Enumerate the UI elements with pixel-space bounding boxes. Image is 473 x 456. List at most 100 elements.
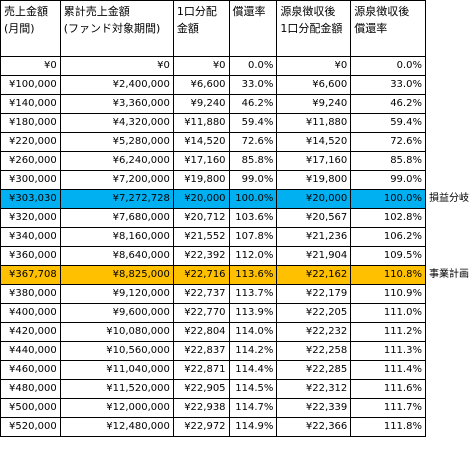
after-tax-distribution-cell[interactable]: ¥22,232 bbox=[276, 322, 352, 342]
distribution-cell[interactable]: ¥22,972 bbox=[172, 417, 230, 437]
redemption-rate-cell[interactable]: 114.5% bbox=[228, 379, 278, 399]
cumulative-sales-cell[interactable]: ¥6,240,000 bbox=[59, 151, 174, 171]
monthly-sales-cell[interactable]: ¥220,000 bbox=[0, 132, 61, 152]
distribution-cell[interactable]: ¥19,800 bbox=[172, 170, 230, 190]
after-tax-distribution-cell[interactable]: ¥17,160 bbox=[276, 151, 352, 171]
after-tax-rate-cell[interactable]: 111.8% bbox=[350, 417, 426, 437]
after-tax-distribution-cell[interactable]: ¥19,800 bbox=[276, 170, 352, 190]
redemption-rate-cell[interactable]: 59.4% bbox=[228, 113, 278, 133]
after-tax-rate-cell[interactable]: 111.6% bbox=[350, 379, 426, 399]
monthly-sales-cell[interactable]: ¥400,000 bbox=[0, 303, 61, 323]
after-tax-rate-cell[interactable]: 111.4% bbox=[350, 360, 426, 380]
monthly-sales-cell[interactable]: ¥420,000 bbox=[0, 322, 61, 342]
after-tax-distribution-cell[interactable]: ¥22,312 bbox=[276, 379, 352, 399]
monthly-sales-cell[interactable]: ¥520,000 bbox=[0, 417, 61, 437]
cumulative-sales-cell[interactable]: ¥10,560,000 bbox=[59, 341, 174, 361]
distribution-cell[interactable]: ¥22,770 bbox=[172, 303, 230, 323]
monthly-sales-cell[interactable]: ¥303,030 bbox=[0, 189, 61, 209]
redemption-rate-cell[interactable]: 113.6% bbox=[228, 265, 278, 285]
after-tax-rate-cell[interactable]: 85.8% bbox=[350, 151, 426, 171]
after-tax-rate-cell[interactable]: 111.0% bbox=[350, 303, 426, 323]
cumulative-sales-cell[interactable]: ¥7,200,000 bbox=[59, 170, 174, 190]
monthly-sales-cell[interactable]: ¥360,000 bbox=[0, 246, 61, 266]
cumulative-sales-cell[interactable]: ¥8,160,000 bbox=[59, 227, 174, 247]
after-tax-distribution-cell[interactable]: ¥22,205 bbox=[276, 303, 352, 323]
after-tax-distribution-cell[interactable]: ¥22,366 bbox=[276, 417, 352, 437]
monthly-sales-cell[interactable]: ¥320,000 bbox=[0, 208, 61, 228]
after-tax-rate-cell[interactable]: 33.0% bbox=[350, 75, 426, 95]
cumulative-sales-cell[interactable]: ¥4,320,000 bbox=[59, 113, 174, 133]
cumulative-sales-cell[interactable]: ¥11,520,000 bbox=[59, 379, 174, 399]
after-tax-distribution-cell[interactable]: ¥22,179 bbox=[276, 284, 352, 304]
redemption-rate-cell[interactable]: 100.0% bbox=[228, 189, 278, 209]
after-tax-distribution-cell[interactable]: ¥22,162 bbox=[276, 265, 352, 285]
monthly-sales-cell[interactable]: ¥0 bbox=[0, 56, 61, 76]
monthly-sales-cell[interactable]: ¥480,000 bbox=[0, 379, 61, 399]
cumulative-sales-cell[interactable]: ¥9,120,000 bbox=[59, 284, 174, 304]
redemption-rate-cell[interactable]: 85.8% bbox=[228, 151, 278, 171]
monthly-sales-cell[interactable]: ¥100,000 bbox=[0, 75, 61, 95]
redemption-rate-cell[interactable]: 113.9% bbox=[228, 303, 278, 323]
cumulative-sales-cell[interactable]: ¥10,080,000 bbox=[59, 322, 174, 342]
after-tax-rate-cell[interactable]: 59.4% bbox=[350, 113, 426, 133]
after-tax-rate-cell[interactable]: 102.8% bbox=[350, 208, 426, 228]
redemption-rate-cell[interactable]: 72.6% bbox=[228, 132, 278, 152]
cumulative-sales-cell[interactable]: ¥2,400,000 bbox=[59, 75, 174, 95]
monthly-sales-cell[interactable]: ¥460,000 bbox=[0, 360, 61, 380]
after-tax-rate-cell[interactable]: 72.6% bbox=[350, 132, 426, 152]
cumulative-sales-cell[interactable]: ¥8,640,000 bbox=[59, 246, 174, 266]
distribution-cell[interactable]: ¥6,600 bbox=[172, 75, 230, 95]
cumulative-sales-cell[interactable]: ¥9,600,000 bbox=[59, 303, 174, 323]
after-tax-distribution-cell[interactable]: ¥22,339 bbox=[276, 398, 352, 418]
redemption-rate-cell[interactable]: 114.9% bbox=[228, 417, 278, 437]
cumulative-sales-cell[interactable]: ¥11,040,000 bbox=[59, 360, 174, 380]
after-tax-rate-cell[interactable]: 0.0% bbox=[350, 56, 426, 76]
distribution-cell[interactable]: ¥21,552 bbox=[172, 227, 230, 247]
after-tax-rate-cell[interactable]: 109.5% bbox=[350, 246, 426, 266]
redemption-rate-cell[interactable]: 114.0% bbox=[228, 322, 278, 342]
after-tax-distribution-cell[interactable]: ¥22,258 bbox=[276, 341, 352, 361]
after-tax-rate-cell[interactable]: 111.3% bbox=[350, 341, 426, 361]
after-tax-distribution-cell[interactable]: ¥0 bbox=[276, 56, 352, 76]
after-tax-distribution-cell[interactable]: ¥21,904 bbox=[276, 246, 352, 266]
distribution-cell[interactable]: ¥22,804 bbox=[172, 322, 230, 342]
cumulative-sales-cell[interactable]: ¥7,680,000 bbox=[59, 208, 174, 228]
after-tax-distribution-cell[interactable]: ¥21,236 bbox=[276, 227, 352, 247]
cumulative-sales-cell[interactable]: ¥0 bbox=[59, 56, 174, 76]
monthly-sales-cell[interactable]: ¥140,000 bbox=[0, 94, 61, 114]
redemption-rate-cell[interactable]: 107.8% bbox=[228, 227, 278, 247]
distribution-cell[interactable]: ¥22,837 bbox=[172, 341, 230, 361]
after-tax-distribution-cell[interactable]: ¥22,285 bbox=[276, 360, 352, 380]
after-tax-distribution-cell[interactable]: ¥9,240 bbox=[276, 94, 352, 114]
monthly-sales-cell[interactable]: ¥300,000 bbox=[0, 170, 61, 190]
cumulative-sales-cell[interactable]: ¥8,825,000 bbox=[59, 265, 174, 285]
monthly-sales-cell[interactable]: ¥340,000 bbox=[0, 227, 61, 247]
monthly-sales-cell[interactable]: ¥367,708 bbox=[0, 265, 61, 285]
redemption-rate-cell[interactable]: 114.2% bbox=[228, 341, 278, 361]
after-tax-distribution-cell[interactable]: ¥6,600 bbox=[276, 75, 352, 95]
distribution-cell[interactable]: ¥17,160 bbox=[172, 151, 230, 171]
distribution-cell[interactable]: ¥22,871 bbox=[172, 360, 230, 380]
after-tax-distribution-cell[interactable]: ¥14,520 bbox=[276, 132, 352, 152]
cumulative-sales-cell[interactable]: ¥12,480,000 bbox=[59, 417, 174, 437]
monthly-sales-cell[interactable]: ¥500,000 bbox=[0, 398, 61, 418]
distribution-cell[interactable]: ¥20,712 bbox=[172, 208, 230, 228]
monthly-sales-cell[interactable]: ¥380,000 bbox=[0, 284, 61, 304]
redemption-rate-cell[interactable]: 103.6% bbox=[228, 208, 278, 228]
after-tax-distribution-cell[interactable]: ¥20,567 bbox=[276, 208, 352, 228]
distribution-cell[interactable]: ¥9,240 bbox=[172, 94, 230, 114]
distribution-cell[interactable]: ¥11,880 bbox=[172, 113, 230, 133]
cumulative-sales-cell[interactable]: ¥3,360,000 bbox=[59, 94, 174, 114]
after-tax-rate-cell[interactable]: 99.0% bbox=[350, 170, 426, 190]
distribution-cell[interactable]: ¥22,905 bbox=[172, 379, 230, 399]
after-tax-rate-cell[interactable]: 106.2% bbox=[350, 227, 426, 247]
after-tax-rate-cell[interactable]: 111.2% bbox=[350, 322, 426, 342]
after-tax-distribution-cell[interactable]: ¥20,000 bbox=[276, 189, 352, 209]
redemption-rate-cell[interactable]: 112.0% bbox=[228, 246, 278, 266]
cumulative-sales-cell[interactable]: ¥7,272,728 bbox=[59, 189, 174, 209]
redemption-rate-cell[interactable]: 99.0% bbox=[228, 170, 278, 190]
distribution-cell[interactable]: ¥22,716 bbox=[172, 265, 230, 285]
distribution-cell[interactable]: ¥20,000 bbox=[172, 189, 230, 209]
after-tax-rate-cell[interactable]: 110.8% bbox=[350, 265, 426, 285]
cumulative-sales-cell[interactable]: ¥5,280,000 bbox=[59, 132, 174, 152]
